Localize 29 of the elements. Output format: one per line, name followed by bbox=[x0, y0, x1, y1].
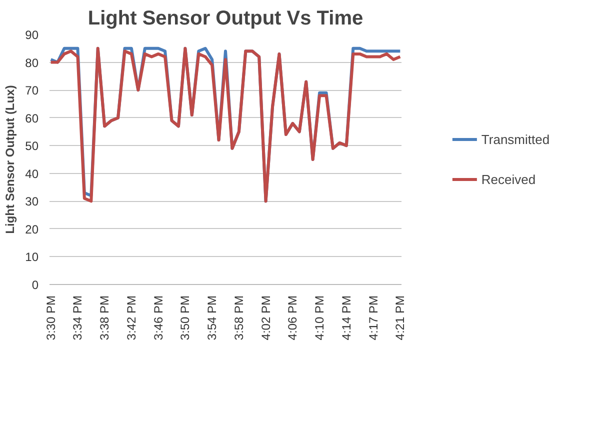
chart-title: Light Sensor Output Vs Time bbox=[88, 8, 364, 30]
x-tick-label: 4:14 PM bbox=[339, 295, 354, 340]
y-tick-label: 50 bbox=[25, 139, 39, 154]
x-tick-label: 4:02 PM bbox=[258, 295, 273, 340]
y-tick-label: 20 bbox=[25, 222, 39, 236]
x-tick-label: 4:21 PM bbox=[393, 295, 408, 340]
x-tick-label: 3:54 PM bbox=[205, 295, 220, 340]
x-tick-label: 3:34 PM bbox=[70, 295, 85, 340]
legend-label: Received bbox=[481, 172, 536, 186]
x-tick-label: 4:06 PM bbox=[286, 295, 300, 340]
x-tick-label: 3:50 PM bbox=[178, 295, 192, 340]
x-tick-label: 4:17 PM bbox=[366, 295, 380, 340]
y-tick-label: 30 bbox=[25, 194, 39, 209]
x-tick-label: 3:42 PM bbox=[124, 295, 138, 340]
y-tick-label: 70 bbox=[25, 84, 39, 98]
x-tick-label: 3:58 PM bbox=[232, 295, 246, 340]
y-axis-title: Light Sensor Output (Lux) bbox=[3, 85, 18, 234]
y-tick-label: 10 bbox=[25, 250, 39, 264]
y-tick-label: 40 bbox=[25, 166, 39, 181]
y-tick-label: 0 bbox=[32, 278, 39, 292]
x-tick-label: 4:10 PM bbox=[312, 295, 327, 340]
y-tick-label: 90 bbox=[25, 28, 39, 42]
line-series bbox=[50, 46, 402, 203]
y-tick-label: 60 bbox=[25, 111, 39, 126]
x-tick-label: 3:30 PM bbox=[44, 295, 58, 340]
legend-label: Transmitted bbox=[481, 132, 550, 146]
x-tick-label: 3:46 PM bbox=[151, 295, 166, 340]
y-tick-label: 80 bbox=[25, 56, 39, 70]
x-tick-label: 3:38 PM bbox=[98, 295, 112, 340]
